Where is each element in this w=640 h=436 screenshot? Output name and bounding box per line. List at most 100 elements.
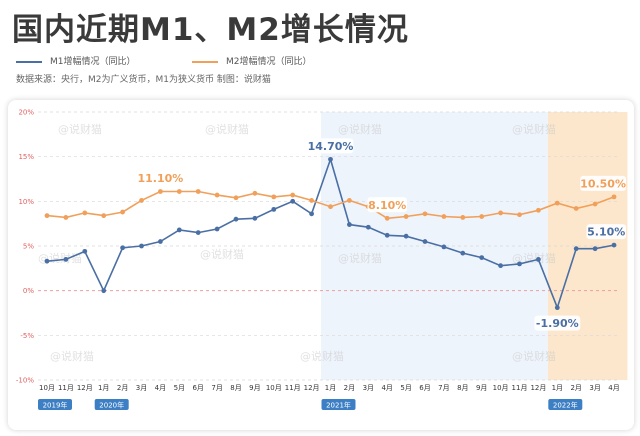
x-tick-label: 10月 — [493, 384, 509, 392]
x-tick-label: 12月 — [530, 384, 546, 392]
data-point-m1 — [365, 224, 371, 230]
legend-swatch-m2 — [192, 60, 218, 63]
data-point-m2 — [214, 192, 220, 198]
data-point-m1 — [101, 288, 107, 294]
x-tick-label: 5月 — [174, 384, 185, 392]
data-point-m2 — [271, 194, 277, 200]
x-tick-label: 8月 — [457, 384, 468, 392]
data-point-m2 — [158, 189, 163, 194]
x-tick-label: 2月 — [570, 384, 581, 392]
x-tick-label: 11月 — [512, 384, 528, 392]
legend-item-m1: M1增幅情况（同比） — [16, 54, 136, 67]
year-label: 2020年 — [99, 401, 124, 410]
data-label: 8.10% — [368, 199, 406, 212]
data-point-m1 — [422, 239, 428, 244]
data-point-m2 — [573, 206, 579, 211]
y-tick-label: 20% — [18, 109, 34, 117]
data-point-m1 — [176, 227, 182, 233]
watermark: @说财猫 — [300, 349, 344, 363]
data-point-m1 — [214, 226, 220, 232]
data-point-m1 — [611, 242, 617, 248]
data-point-m1 — [63, 257, 69, 262]
x-tick-label: 3月 — [363, 384, 374, 392]
year-label-box — [321, 399, 356, 410]
y-tick-label: 10% — [18, 198, 34, 206]
data-label: 10.50% — [580, 177, 626, 190]
year-label-box — [548, 399, 583, 410]
data-point-m2 — [82, 210, 88, 216]
x-tick-label: 9月 — [249, 384, 260, 392]
data-point-m2 — [195, 189, 201, 194]
x-tick-label: 12月 — [77, 384, 93, 392]
x-tick-label: 11月 — [58, 384, 74, 392]
data-point-m1 — [271, 206, 277, 212]
legend-label-m1: M1增幅情况（同比） — [50, 57, 136, 67]
data-point-m2 — [403, 214, 409, 219]
data-point-m2 — [441, 214, 447, 219]
x-tick-label: 10月 — [266, 384, 282, 392]
data-point-m2 — [384, 215, 390, 221]
x-tick-label: 1月 — [325, 384, 336, 392]
data-label-box — [586, 224, 626, 240]
x-tick-label: 6月 — [419, 384, 430, 392]
data-point-m2 — [554, 200, 560, 206]
data-label: 5.10% — [587, 226, 625, 239]
x-tick-label: 9月 — [476, 384, 487, 392]
x-tick-label: 3月 — [136, 384, 147, 392]
legend-label-m2: M2增幅情况（同比） — [226, 57, 312, 67]
data-label-box — [137, 170, 184, 186]
data-point-m1 — [252, 215, 258, 221]
data-point-m1 — [573, 246, 579, 252]
data-point-m2 — [233, 195, 239, 201]
x-tick-label: 12月 — [304, 384, 320, 392]
x-tick-label: 10月 — [39, 384, 55, 392]
page-title: 国内近期M1、M2增长情况 — [12, 12, 409, 48]
data-point-m1 — [460, 250, 466, 256]
data-point-m2 — [536, 207, 541, 213]
data-point-m2 — [517, 212, 522, 218]
data-label-box — [534, 315, 581, 331]
data-point-m1 — [517, 261, 522, 267]
data-point-m1 — [158, 239, 163, 244]
watermark: @说财猫 — [50, 349, 94, 363]
data-point-m1 — [120, 245, 125, 251]
data-point-m1 — [554, 305, 560, 311]
data-point-m1 — [233, 216, 239, 222]
data-point-m2 — [290, 192, 296, 198]
data-point-m2 — [460, 215, 466, 220]
watermark: @说财猫 — [512, 251, 556, 265]
x-tick-label: 3月 — [589, 384, 600, 392]
data-label: 11.10% — [137, 172, 183, 185]
y-tick-label: -5% — [20, 332, 34, 340]
data-point-m1 — [82, 248, 88, 254]
x-tick-label: 5月 — [400, 384, 411, 392]
data-point-m1 — [479, 255, 485, 261]
data-point-m1 — [347, 222, 352, 227]
data-point-m1 — [384, 232, 390, 238]
y-tick-label: 0% — [23, 287, 34, 295]
data-point-m2 — [120, 209, 125, 215]
data-point-m2 — [252, 190, 258, 196]
x-tick-label: 4月 — [381, 384, 392, 392]
watermark: @说财猫 — [338, 251, 382, 265]
x-tick-label: 11月 — [285, 384, 301, 392]
data-point-m1 — [44, 258, 50, 264]
watermark: @说财猫 — [512, 349, 556, 363]
watermark: @说财猫 — [38, 251, 82, 265]
x-tick-label: 4月 — [608, 384, 619, 392]
data-label-box — [580, 175, 626, 191]
data-point-m1 — [441, 244, 447, 250]
year-label-box — [94, 399, 129, 410]
data-point-m2 — [479, 214, 485, 219]
data-point-m1 — [403, 233, 409, 239]
data-point-m1 — [195, 230, 201, 236]
x-tick-label: 2月 — [344, 384, 355, 392]
data-label: -1.90% — [536, 317, 579, 330]
year-label: 2021年 — [326, 401, 351, 410]
data-point-m2 — [347, 198, 352, 203]
y-tick-label: 5% — [23, 243, 34, 251]
data-point-m2 — [498, 210, 503, 216]
data-point-m1 — [290, 198, 296, 204]
year-label: 2019年 — [43, 401, 68, 410]
